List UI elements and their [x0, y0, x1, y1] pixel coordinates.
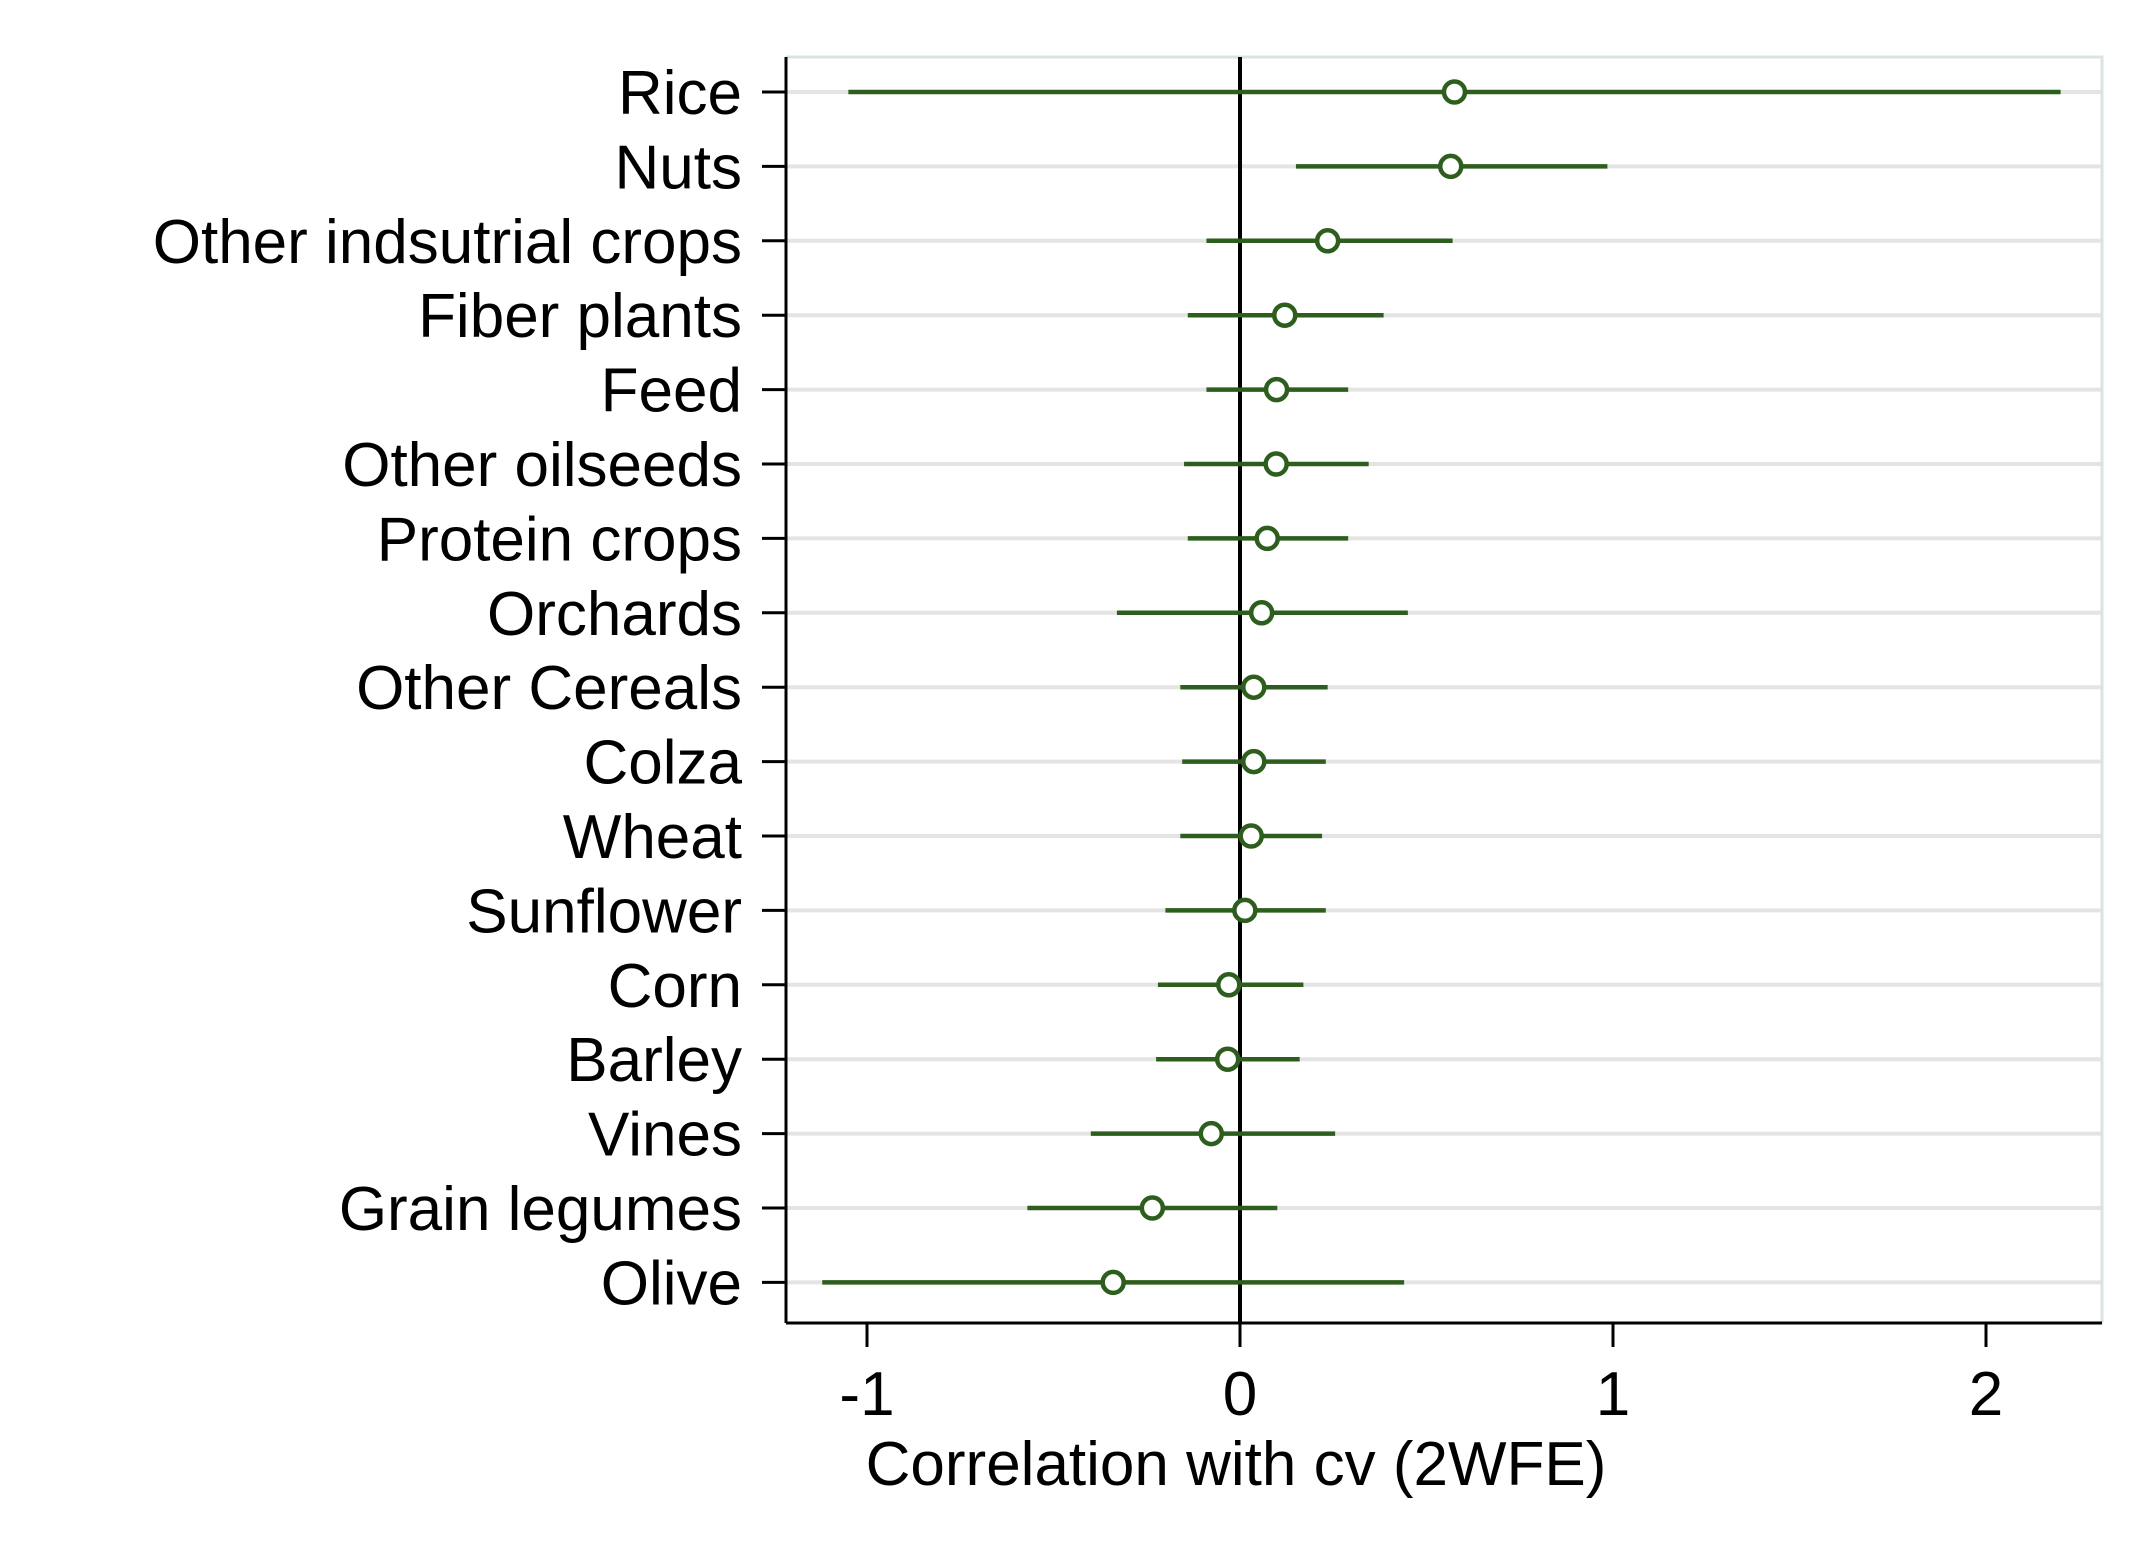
estimate-point: [1214, 1046, 1241, 1072]
estimate-point: [1263, 451, 1289, 477]
category-label: Other oilseeds: [342, 431, 742, 500]
category-label: Feed: [601, 357, 742, 426]
x-axis: -1 0 1 2: [786, 1321, 2102, 1429]
estimate-point: [1241, 674, 1267, 700]
estimate-point: [1441, 79, 1468, 105]
estimate-point: [1216, 972, 1242, 998]
category-label: Grain legumes: [339, 1175, 742, 1244]
category-label: Orchards: [487, 580, 742, 649]
gridlines: [786, 90, 2102, 1285]
estimate-point: [1198, 1120, 1225, 1147]
estimate-point: [1272, 302, 1298, 328]
category-label: Rice: [618, 59, 742, 128]
category-label: Colza: [583, 729, 742, 798]
category-label: Nuts: [615, 133, 742, 202]
x-tick-label: 1: [1596, 1360, 1630, 1429]
plot-frame-edge: [786, 55, 2104, 1323]
estimate-point: [1139, 1195, 1166, 1221]
category-label: Other indsutrial crops: [153, 208, 742, 277]
x-axis-title: Correlation with cv (2WFE): [866, 1430, 1607, 1499]
estimate-point: [1263, 376, 1290, 403]
estimate-point: [1232, 897, 1258, 924]
point-estimates: [1100, 79, 1468, 1296]
category-label: Protein crops: [377, 505, 742, 574]
estimate-point: [1241, 748, 1267, 775]
estimate-point: [1314, 228, 1341, 254]
category-label: Other Cereals: [356, 654, 742, 723]
category-label: Olive: [601, 1249, 742, 1318]
estimate-point: [1248, 600, 1275, 626]
estimate-point: [1100, 1269, 1126, 1296]
x-tick-label: 0: [1223, 1360, 1257, 1429]
category-label: Wheat: [563, 803, 742, 872]
x-tick-label: -1: [839, 1360, 894, 1429]
plot-frame: [786, 55, 2104, 1323]
x-tick-label: 2: [1969, 1360, 2003, 1429]
category-label: Sunflower: [466, 877, 742, 946]
category-label: Corn: [608, 952, 742, 1021]
category-label: Vines: [588, 1101, 742, 1170]
category-label: Barley: [566, 1026, 742, 1095]
estimate-point: [1437, 153, 1464, 180]
category-label: Fiber plants: [418, 282, 742, 351]
estimate-point: [1254, 525, 1280, 552]
estimate-point: [1238, 823, 1264, 849]
